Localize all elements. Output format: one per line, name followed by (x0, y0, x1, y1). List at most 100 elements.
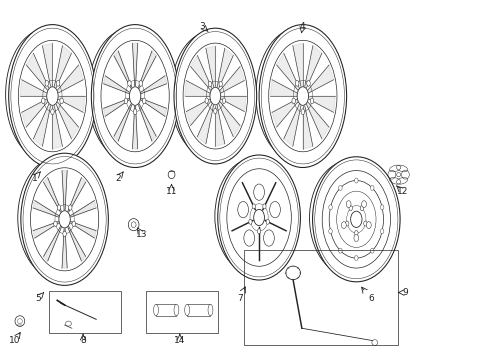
Text: 7: 7 (236, 294, 242, 303)
Ellipse shape (207, 304, 212, 316)
Ellipse shape (213, 108, 217, 114)
Ellipse shape (226, 169, 291, 266)
Text: 13: 13 (135, 230, 147, 239)
Ellipse shape (269, 202, 280, 218)
Polygon shape (138, 51, 156, 88)
Polygon shape (52, 106, 62, 149)
Polygon shape (132, 106, 138, 149)
Ellipse shape (45, 81, 48, 86)
Ellipse shape (21, 153, 108, 285)
Ellipse shape (370, 185, 373, 190)
Ellipse shape (129, 87, 141, 105)
Ellipse shape (133, 109, 137, 114)
Polygon shape (270, 80, 296, 96)
Ellipse shape (380, 205, 383, 210)
Polygon shape (21, 99, 47, 127)
Text: 8: 8 (80, 336, 86, 345)
Polygon shape (33, 221, 59, 238)
Polygon shape (217, 48, 233, 88)
Ellipse shape (322, 171, 389, 268)
Ellipse shape (350, 211, 361, 228)
Bar (244, 250, 397, 345)
Ellipse shape (354, 256, 357, 261)
Polygon shape (103, 98, 129, 116)
Text: 6: 6 (367, 294, 373, 303)
Ellipse shape (312, 157, 399, 282)
Polygon shape (68, 226, 85, 261)
Ellipse shape (297, 87, 308, 105)
Ellipse shape (9, 24, 96, 167)
Ellipse shape (30, 168, 99, 271)
Polygon shape (218, 102, 240, 137)
Ellipse shape (346, 201, 350, 208)
Polygon shape (62, 171, 67, 210)
Ellipse shape (328, 205, 332, 210)
Text: 2: 2 (115, 174, 121, 183)
Ellipse shape (127, 81, 131, 86)
Ellipse shape (295, 81, 298, 86)
Text: 9: 9 (401, 288, 407, 297)
Ellipse shape (41, 98, 45, 104)
Ellipse shape (18, 40, 86, 152)
Polygon shape (58, 96, 85, 112)
Text: 3: 3 (199, 22, 204, 31)
Bar (146, 291, 218, 333)
Ellipse shape (252, 204, 255, 209)
Ellipse shape (257, 229, 260, 234)
Ellipse shape (219, 81, 222, 87)
Ellipse shape (371, 340, 377, 345)
Ellipse shape (68, 205, 72, 210)
Polygon shape (186, 99, 210, 126)
Ellipse shape (301, 109, 304, 114)
Ellipse shape (338, 185, 342, 190)
Ellipse shape (56, 81, 60, 86)
Polygon shape (58, 65, 83, 93)
Ellipse shape (208, 81, 211, 87)
Ellipse shape (380, 229, 383, 234)
Ellipse shape (153, 304, 158, 316)
Polygon shape (276, 53, 299, 90)
Text: 12: 12 (396, 187, 407, 196)
Ellipse shape (168, 171, 175, 179)
Ellipse shape (128, 219, 139, 231)
Ellipse shape (174, 304, 179, 316)
Polygon shape (141, 98, 166, 116)
Ellipse shape (361, 201, 366, 208)
Polygon shape (141, 76, 166, 94)
Polygon shape (70, 201, 96, 217)
Ellipse shape (15, 316, 25, 327)
Ellipse shape (341, 222, 346, 229)
Ellipse shape (204, 98, 208, 103)
Ellipse shape (338, 248, 342, 253)
Polygon shape (33, 201, 59, 217)
Text: 11: 11 (165, 187, 177, 196)
Ellipse shape (101, 40, 169, 152)
Ellipse shape (262, 204, 265, 209)
Polygon shape (56, 102, 79, 139)
Bar (187, 304, 210, 316)
Ellipse shape (265, 219, 269, 224)
Ellipse shape (174, 28, 256, 164)
Ellipse shape (65, 321, 71, 326)
Ellipse shape (253, 210, 264, 226)
Polygon shape (184, 81, 209, 96)
Polygon shape (43, 177, 61, 212)
Text: 14: 14 (174, 336, 185, 345)
Ellipse shape (353, 235, 358, 242)
Ellipse shape (124, 98, 127, 104)
Ellipse shape (222, 98, 225, 103)
Polygon shape (306, 102, 328, 139)
Polygon shape (68, 177, 85, 212)
Ellipse shape (263, 230, 274, 246)
Polygon shape (308, 96, 335, 112)
Polygon shape (20, 80, 46, 96)
Ellipse shape (63, 231, 66, 237)
Polygon shape (114, 51, 132, 88)
Ellipse shape (306, 81, 309, 86)
Ellipse shape (209, 87, 220, 105)
Ellipse shape (348, 206, 352, 211)
Ellipse shape (328, 229, 332, 234)
Ellipse shape (59, 211, 70, 228)
Polygon shape (215, 105, 224, 147)
Text: 1: 1 (32, 174, 37, 183)
